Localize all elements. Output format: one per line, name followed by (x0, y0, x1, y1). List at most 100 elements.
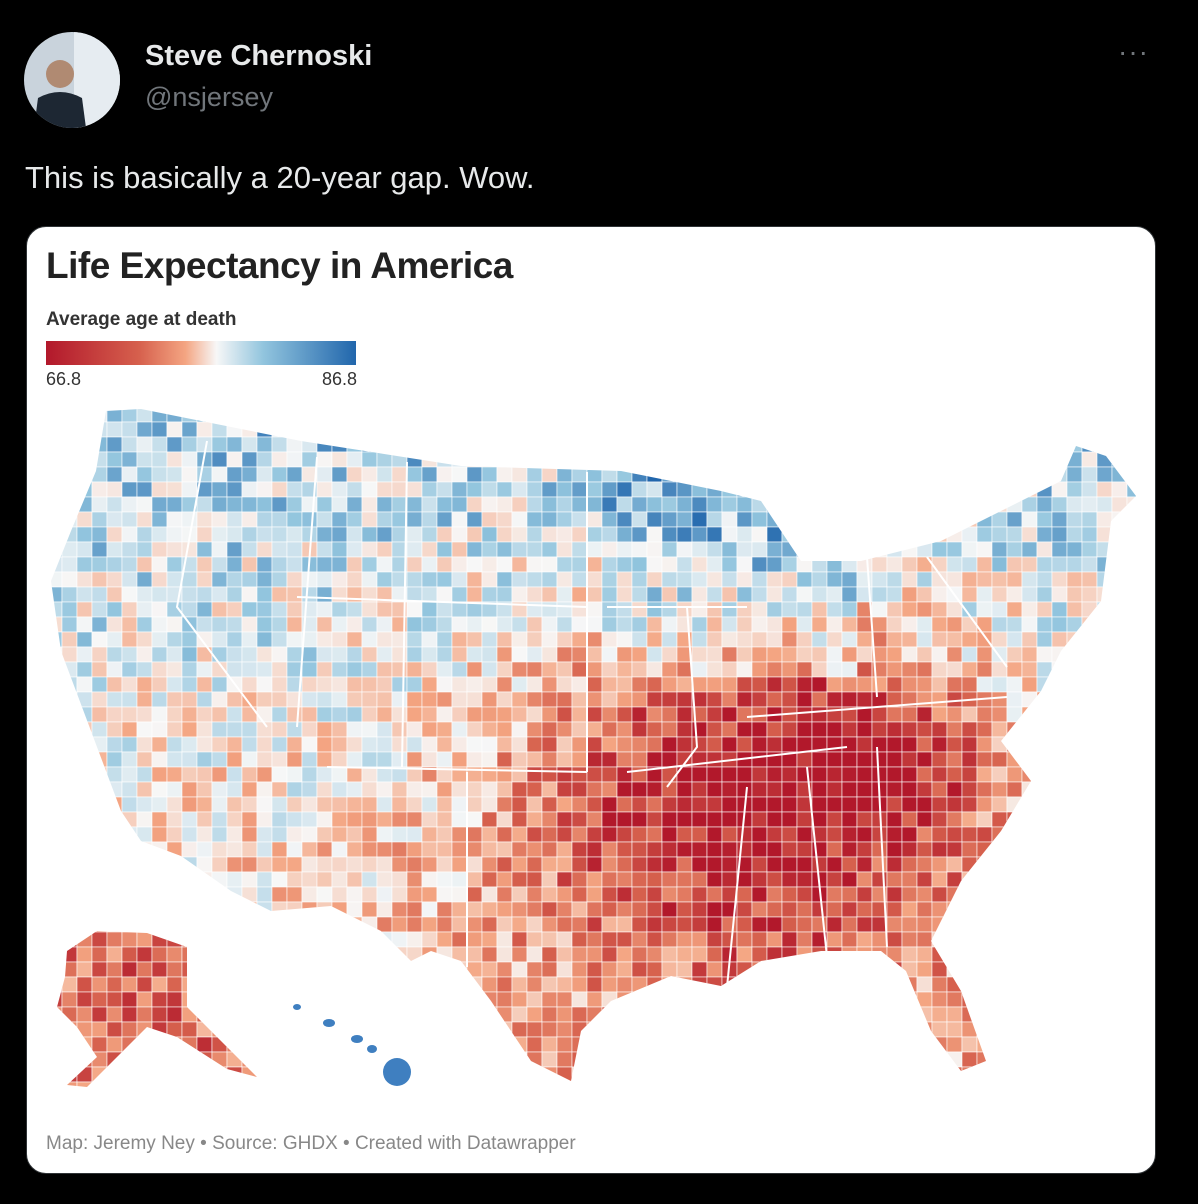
county (631, 1066, 648, 1083)
county (331, 571, 348, 588)
county (1142, 947, 1155, 962)
county (301, 421, 318, 438)
county (721, 691, 738, 708)
county (166, 631, 183, 648)
county (76, 931, 93, 948)
state-borders (175, 440, 1008, 988)
county (406, 736, 423, 753)
county (316, 511, 333, 528)
county (181, 781, 198, 798)
avatar[interactable] (24, 32, 120, 128)
county (736, 691, 753, 708)
county (241, 826, 258, 843)
county (556, 856, 573, 873)
county (856, 436, 873, 453)
county (166, 1006, 183, 1023)
county (766, 646, 783, 663)
county (811, 946, 828, 963)
county (481, 841, 498, 858)
county (961, 481, 978, 498)
county (51, 751, 63, 768)
county (1051, 826, 1068, 843)
county (481, 571, 498, 588)
county (571, 811, 588, 828)
county (391, 661, 408, 678)
county (931, 796, 948, 813)
county (436, 841, 453, 858)
county (526, 961, 543, 978)
county (976, 736, 993, 753)
county (271, 1081, 288, 1087)
county (946, 1051, 963, 1068)
post-image[interactable]: Life Expectancy in America Average age a… (26, 226, 1156, 1174)
county (841, 451, 858, 468)
county (721, 856, 738, 873)
county (601, 841, 618, 858)
county (796, 811, 813, 828)
county (511, 1021, 528, 1038)
county (571, 1066, 588, 1083)
county (706, 436, 723, 453)
county (51, 886, 63, 903)
county (1036, 931, 1053, 948)
county (1051, 916, 1068, 933)
county (1126, 661, 1136, 678)
county (1126, 721, 1136, 738)
county (826, 601, 843, 618)
county (751, 946, 768, 963)
county (1096, 946, 1113, 963)
county (211, 811, 228, 828)
county (481, 451, 498, 468)
county (856, 931, 873, 948)
county (136, 781, 153, 798)
county (346, 466, 363, 483)
county (211, 571, 228, 588)
county (886, 1081, 903, 1087)
county (436, 736, 453, 753)
county (1142, 452, 1155, 467)
county (91, 991, 108, 1008)
county (691, 886, 708, 903)
county (961, 1021, 978, 1038)
county (751, 886, 768, 903)
county (736, 946, 753, 963)
county (61, 511, 78, 528)
county (271, 466, 288, 483)
county (931, 1006, 948, 1023)
county (871, 556, 888, 573)
author-name[interactable]: Steve Chernoski (145, 40, 373, 72)
county (601, 901, 618, 918)
county (901, 736, 918, 753)
county (721, 676, 738, 693)
county (931, 691, 948, 708)
county (796, 1021, 813, 1038)
county (61, 676, 78, 693)
county (1096, 1021, 1113, 1038)
county (256, 826, 273, 843)
county (376, 991, 393, 1008)
county (631, 1051, 648, 1068)
county (51, 901, 63, 918)
more-button[interactable]: ··· (1118, 36, 1149, 67)
county (931, 766, 948, 783)
county (376, 976, 393, 993)
county (676, 856, 693, 873)
county (436, 991, 453, 1008)
county (346, 781, 363, 798)
county (1036, 409, 1053, 423)
county (76, 751, 93, 768)
county (61, 841, 78, 858)
county (391, 481, 408, 498)
county (556, 1006, 573, 1023)
county (106, 991, 123, 1008)
county (211, 1006, 228, 1023)
county (121, 616, 138, 633)
county (1051, 856, 1068, 873)
county (976, 676, 993, 693)
county (61, 556, 78, 573)
county (91, 601, 108, 618)
county (451, 856, 468, 873)
author-handle[interactable]: @nsjersey (145, 82, 273, 112)
county (391, 781, 408, 798)
county (781, 676, 798, 693)
